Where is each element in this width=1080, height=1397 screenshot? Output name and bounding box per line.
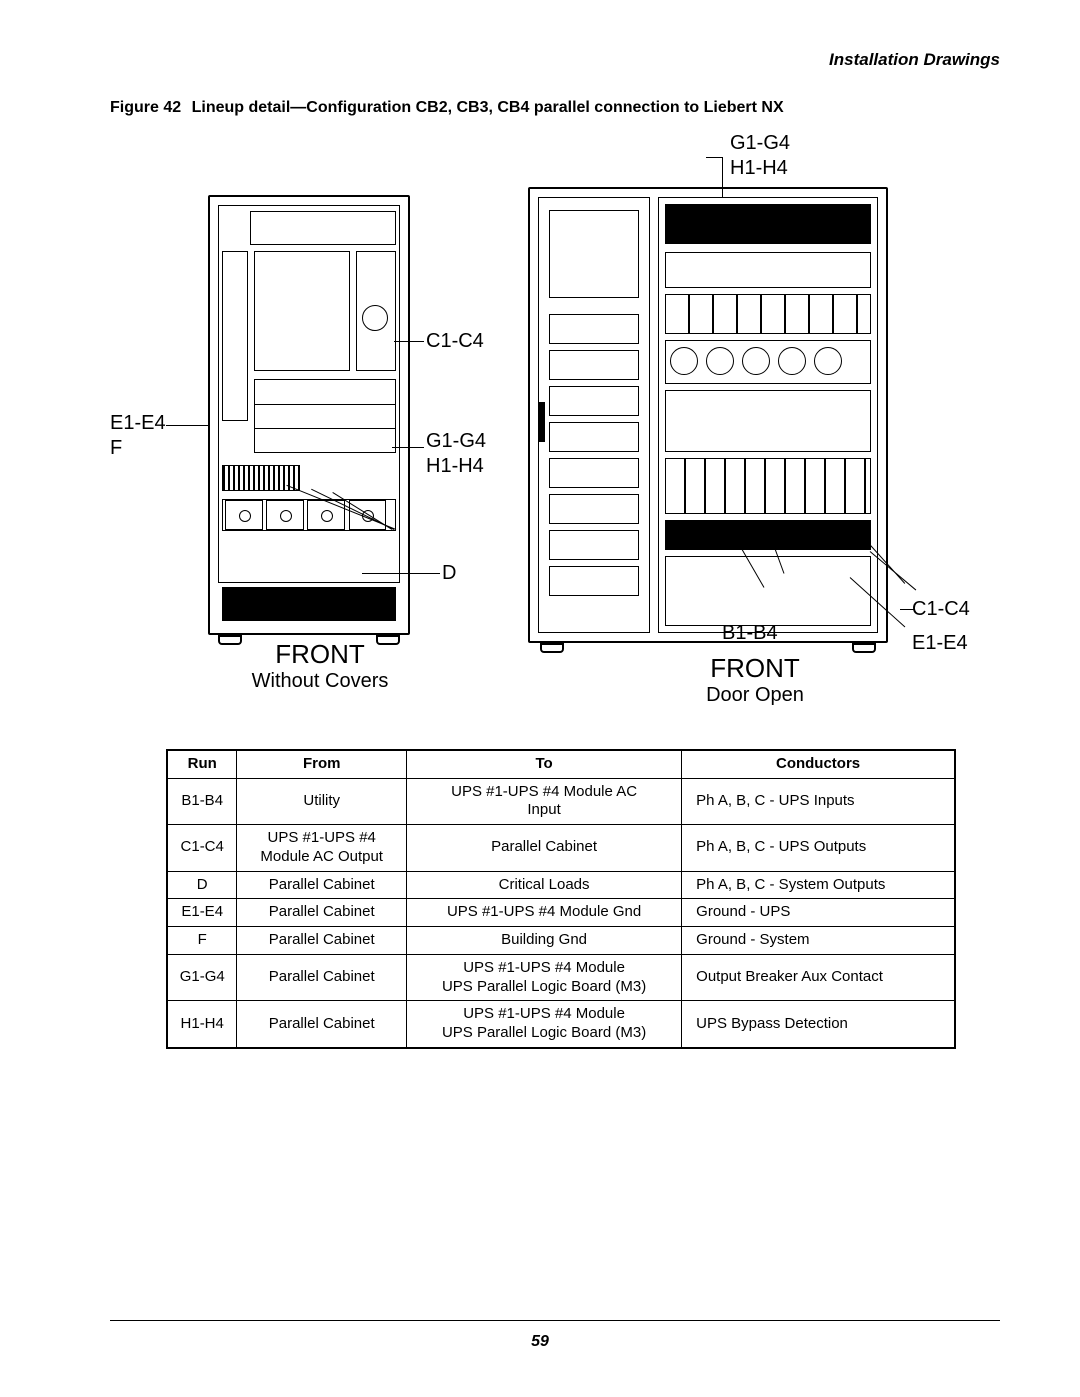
figure-title-text: Lineup detail—Configuration CB2, CB3, CB…: [192, 99, 784, 116]
table-cell: D: [167, 871, 237, 899]
table-cell: Ph A, B, C - System Outputs: [682, 871, 955, 899]
callout-d: D: [442, 561, 456, 586]
leader-line: [706, 157, 722, 158]
table-cell: Ph A, B, C - UPS Inputs: [682, 778, 955, 825]
cabinet-mid-rows: [254, 379, 396, 453]
cabinet-panel-b: [254, 251, 350, 371]
cabinet-foot: [540, 643, 564, 653]
table-cell: Ground - System: [682, 927, 955, 955]
leader-line: [394, 341, 424, 342]
cabinet-door-open: [528, 187, 888, 643]
cabinet-vent: [222, 587, 396, 621]
callout-e1e4: E1-E4 F: [110, 411, 166, 461]
table-row: DParallel CabinetCritical LoadsPh A, B, …: [167, 871, 955, 899]
table-row: H1-H4Parallel CabinetUPS #1-UPS #4 Modul…: [167, 1001, 955, 1048]
cabinet-dial: [362, 305, 388, 331]
diagram-figure: E1-E4 F C1-C4 G1-G4 H1-H4 D G1-G4 H1-H4 …: [110, 131, 1000, 731]
interior-row: [665, 520, 871, 550]
leader-line: [392, 447, 424, 448]
cabinet-left-column: [222, 251, 248, 421]
door-louvers: [549, 314, 639, 620]
table-cell: UPS Bypass Detection: [682, 1001, 955, 1048]
callout-g1g4-h1h4: G1-G4 H1-H4: [426, 429, 486, 479]
table-cell: G1-G4: [167, 954, 237, 1001]
table-cell: UPS #1-UPS #4 Module ACInput: [407, 778, 682, 825]
table-row: E1-E4Parallel CabinetUPS #1-UPS #4 Modul…: [167, 899, 955, 927]
leader-line: [166, 425, 210, 426]
table-cell: Parallel Cabinet: [237, 899, 407, 927]
leader-line: [722, 157, 723, 197]
connections-table: Run From To Conductors B1-B4UtilityUPS #…: [166, 749, 956, 1049]
table-row: B1-B4UtilityUPS #1-UPS #4 Module ACInput…: [167, 778, 955, 825]
cabinet-door: [538, 197, 650, 633]
col-header-run: Run: [167, 750, 237, 778]
footer-rule: [110, 1320, 1000, 1321]
table-cell: Parallel Cabinet: [237, 954, 407, 1001]
figure-number: Figure 42: [110, 99, 181, 116]
interior-row: [665, 390, 871, 452]
cabinet-interior: [658, 197, 878, 633]
callout-c1c4-right: C1-C4: [912, 597, 970, 622]
table-cell: UPS #1-UPS #4 Module Gnd: [407, 899, 682, 927]
figure-caption: Figure 42 Lineup detail—Configuration CB…: [110, 98, 1000, 119]
table-cell: Output Breaker Aux Contact: [682, 954, 955, 1001]
table-cell: C1-C4: [167, 825, 237, 872]
leader-line: [362, 573, 440, 574]
table-cell: Utility: [237, 778, 407, 825]
leader-line: [900, 609, 914, 610]
table-cell: Parallel Cabinet: [237, 871, 407, 899]
table-cell: E1-E4: [167, 899, 237, 927]
interior-fan-row: [665, 340, 871, 384]
col-header-to: To: [407, 750, 682, 778]
door-panel: [549, 210, 639, 298]
table-row: FParallel CabinetBuilding GndGround - Sy…: [167, 927, 955, 955]
table-cell: Critical Loads: [407, 871, 682, 899]
table-cell: Parallel Cabinet: [237, 927, 407, 955]
table-row: C1-C4UPS #1-UPS #4Module AC OutputParall…: [167, 825, 955, 872]
interior-row: [665, 294, 871, 334]
page-number: 59: [0, 1333, 1080, 1351]
interior-breaker-row: [665, 458, 871, 514]
callout-b1b4: B1-B4: [722, 621, 778, 646]
cabinet-header-slot: [250, 211, 396, 245]
table-cell: B1-B4: [167, 778, 237, 825]
interior-row: [665, 252, 871, 288]
callout-g1g4-h1h4-right: G1-G4 H1-H4: [730, 131, 790, 181]
table-header-row: Run From To Conductors: [167, 750, 955, 778]
section-header: Installation Drawings: [110, 50, 1000, 70]
interior-row: [665, 556, 871, 626]
table-cell: Ground - UPS: [682, 899, 955, 927]
cabinet-without-covers: [208, 195, 410, 635]
cabinet-foot: [852, 643, 876, 653]
table-row: G1-G4Parallel CabinetUPS #1-UPS #4 Modul…: [167, 954, 955, 1001]
table-cell: Building Gnd: [407, 927, 682, 955]
col-header-from: From: [237, 750, 407, 778]
table-cell: F: [167, 927, 237, 955]
interior-row: [665, 204, 871, 244]
callout-e1e4-right: E1-E4: [912, 631, 968, 656]
door-handle: [539, 402, 545, 442]
caption-front-door-open: FRONT Door Open: [670, 653, 840, 707]
table-cell: Ph A, B, C - UPS Outputs: [682, 825, 955, 872]
callout-c1c4: C1-C4: [426, 329, 484, 354]
caption-front-without-covers: FRONT Without Covers: [230, 639, 410, 693]
col-header-conductors: Conductors: [682, 750, 955, 778]
table-cell: Parallel Cabinet: [237, 1001, 407, 1048]
table-cell: H1-H4: [167, 1001, 237, 1048]
table-cell: UPS #1-UPS #4 ModuleUPS Parallel Logic B…: [407, 954, 682, 1001]
table-cell: UPS #1-UPS #4Module AC Output: [237, 825, 407, 872]
table-cell: UPS #1-UPS #4 ModuleUPS Parallel Logic B…: [407, 1001, 682, 1048]
table-cell: Parallel Cabinet: [407, 825, 682, 872]
